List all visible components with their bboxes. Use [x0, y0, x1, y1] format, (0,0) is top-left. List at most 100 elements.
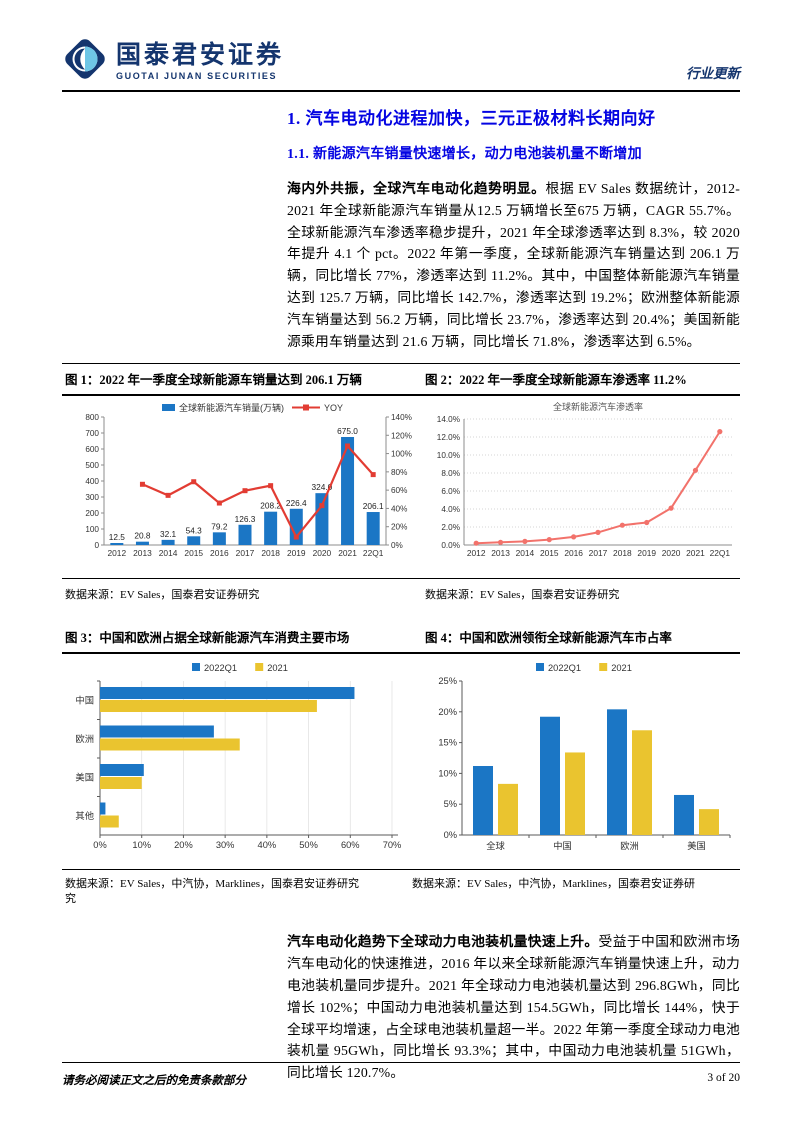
svg-text:10%: 10%: [132, 840, 151, 850]
svg-text:80%: 80%: [391, 468, 407, 477]
svg-text:2017: 2017: [589, 548, 608, 558]
svg-text:欧洲: 欧洲: [620, 840, 639, 851]
svg-text:2013: 2013: [491, 548, 510, 558]
paragraph-1-lead: 海内外共振，全球汽车电动化趋势明显。: [287, 181, 546, 196]
svg-text:2021: 2021: [267, 663, 288, 673]
svg-text:0.0%: 0.0%: [441, 541, 460, 550]
svg-text:126.3: 126.3: [235, 514, 256, 524]
figure-2-source: 数据来源：EV Sales，国泰君安证券研究: [425, 589, 620, 602]
svg-text:2018: 2018: [261, 548, 280, 558]
svg-text:2020: 2020: [662, 548, 681, 558]
svg-text:0%: 0%: [444, 830, 457, 840]
svg-text:6.0%: 6.0%: [441, 487, 460, 496]
brand-text: 国泰君安证券 GUOTAI JUNAN SECURITIES: [116, 41, 285, 81]
svg-text:54.3: 54.3: [186, 526, 203, 536]
svg-text:10%: 10%: [438, 769, 457, 779]
svg-text:22Q1: 22Q1: [363, 548, 384, 558]
svg-text:60%: 60%: [341, 840, 360, 850]
svg-text:600: 600: [85, 445, 99, 454]
figure-block-3-4: 图 3：中国和欧洲占据全球新能源汽车消费主要市场 图 4：中国和欧洲领衔全球新能…: [62, 622, 740, 909]
page-content: 国泰君安证券 GUOTAI JUNAN SECURITIES 行业更新 1. 汽…: [62, 36, 740, 1084]
svg-text:全球新能源汽车销量(万辆): 全球新能源汽车销量(万辆): [179, 402, 284, 413]
svg-text:5%: 5%: [444, 800, 457, 810]
svg-text:2021: 2021: [686, 548, 705, 558]
svg-text:2014: 2014: [159, 548, 178, 558]
svg-text:22Q1: 22Q1: [710, 548, 731, 558]
figure-4-source-line1: 数据来源：EV Sales，中汽协，Marklines，国泰君安证券研: [412, 878, 696, 891]
svg-text:100%: 100%: [391, 450, 412, 459]
svg-text:400: 400: [85, 477, 99, 486]
svg-text:20%: 20%: [391, 523, 407, 532]
paragraph-2-lead: 汽车电动化趋势下全球动力电池装机量快速上升。: [287, 934, 599, 950]
svg-text:500: 500: [85, 461, 99, 470]
fig3-hbar-chart: 2022Q1 2021 0% 10% 20% 30% 40% 50% 60% 70% 中国欧洲美国其…: [75, 663, 402, 850]
fig2-line-chart: 全球新能源汽车渗透率 0.0% 2.0% 4.0% 6.0% 8.0% 10.0% 12.0%…: [437, 401, 732, 558]
svg-text:8.0%: 8.0%: [441, 469, 460, 478]
svg-text:2021: 2021: [338, 548, 357, 558]
svg-text:2.0%: 2.0%: [441, 523, 460, 532]
brand-name-en: GUOTAI JUNAN SECURITIES: [116, 70, 278, 81]
footer-disclaimer: 请务必阅读正文之后的免责条款部分: [62, 1075, 246, 1087]
figure-4-source-wrap: 究: [65, 893, 76, 906]
figure-title-row-2: 图 3：中国和欧洲占据全球新能源汽车消费主要市场 图 4：中国和欧洲领衔全球新能…: [62, 622, 740, 655]
figure-2-title: 图 2：2022 年一季度全球新能源车渗透率 11.2%: [425, 373, 687, 388]
svg-text:20.8: 20.8: [134, 531, 151, 541]
svg-text:0%: 0%: [391, 541, 403, 550]
brand-logo: 国泰君安证券 GUOTAI JUNAN SECURITIES: [62, 36, 284, 87]
svg-text:0%: 0%: [93, 840, 106, 850]
svg-text:60%: 60%: [391, 487, 407, 496]
svg-text:12.5: 12.5: [109, 532, 126, 542]
svg-text:2017: 2017: [236, 548, 255, 558]
svg-text:208.2: 208.2: [260, 501, 281, 511]
figure-4-title: 图 4：中国和欧洲领衔全球新能源汽车市占率: [425, 631, 672, 646]
fig4-vbar-chart: 2022Q1 2021 0% 5% 10% 15% 20% 25% 全球 中国 欧洲 美国: [438, 663, 731, 851]
svg-text:0: 0: [94, 541, 99, 550]
doc-type-label: 行业更新: [686, 66, 740, 81]
body-paragraph-2: 汽车电动化趋势下全球动力电池装机量快速上升。受益于中国和欧洲市场汽车电动化的快速…: [287, 931, 740, 1084]
svg-text:4.0%: 4.0%: [441, 505, 460, 514]
figure-1-title: 图 1：2022 年一季度全球新能源车销量达到 206.1 万辆: [65, 373, 362, 388]
svg-text:324.0: 324.0: [312, 483, 333, 493]
svg-text:20%: 20%: [438, 707, 457, 717]
svg-text:30%: 30%: [216, 840, 235, 850]
svg-text:14.0%: 14.0%: [437, 415, 460, 424]
svg-text:70%: 70%: [383, 840, 402, 850]
figure-title-row: 图 1：2022 年一季度全球新能源车销量达到 206.1 万辆 图 2：202…: [62, 363, 740, 397]
svg-text:欧洲: 欧洲: [75, 733, 94, 744]
figure-2-chart-cell: 全球新能源汽车渗透率 0.0% 2.0% 4.0% 6.0% 8.0% 10.0% 12.0%…: [424, 399, 740, 576]
body-paragraph-1: 海内外共振，全球汽车电动化趋势明显。根据 EV Sales 数据统计，2012-…: [287, 178, 740, 352]
svg-text:2012: 2012: [107, 548, 126, 558]
paragraph-2-body: 受益于中国和欧洲市场汽车电动化的快速推进，2016 年以来全球新能源汽车销量快速…: [287, 934, 740, 1081]
svg-text:2015: 2015: [184, 548, 203, 558]
svg-text:美国: 美国: [75, 772, 94, 783]
svg-text:美国: 美国: [687, 840, 706, 851]
svg-text:2021: 2021: [611, 663, 632, 673]
svg-text:2016: 2016: [210, 548, 229, 558]
svg-text:2019: 2019: [287, 548, 306, 558]
svg-text:32.1: 32.1: [160, 529, 177, 539]
page-header: 国泰君安证券 GUOTAI JUNAN SECURITIES 行业更新: [62, 36, 740, 92]
svg-text:其他: 其他: [75, 810, 94, 821]
svg-text:140%: 140%: [391, 413, 412, 422]
svg-text:全球: 全球: [486, 840, 505, 851]
svg-text:200: 200: [85, 509, 99, 518]
svg-text:25%: 25%: [438, 676, 457, 686]
svg-text:206.1: 206.1: [363, 501, 384, 511]
svg-text:226.4: 226.4: [286, 498, 307, 508]
svg-text:YOY: YOY: [324, 403, 343, 413]
svg-text:2022Q1: 2022Q1: [548, 663, 581, 673]
brand-name-cn: 国泰君安证券: [116, 41, 285, 70]
svg-text:40%: 40%: [391, 505, 407, 514]
svg-text:12.0%: 12.0%: [437, 433, 460, 442]
figure-block-1-2: 图 1：2022 年一季度全球新能源车销量达到 206.1 万辆 图 2：202…: [62, 363, 740, 608]
figure-1-source: 数据来源：EV Sales，国泰君安证券研究: [65, 589, 260, 602]
svg-text:800: 800: [85, 413, 99, 422]
svg-text:2018: 2018: [613, 548, 632, 558]
svg-text:2020: 2020: [313, 548, 332, 558]
svg-text:中国: 中国: [553, 840, 572, 851]
figure-3-title: 图 3：中国和欧洲占据全球新能源汽车消费主要市场: [65, 631, 350, 646]
svg-text:15%: 15%: [438, 738, 457, 748]
svg-text:2014: 2014: [516, 548, 535, 558]
svg-text:2016: 2016: [564, 548, 583, 558]
